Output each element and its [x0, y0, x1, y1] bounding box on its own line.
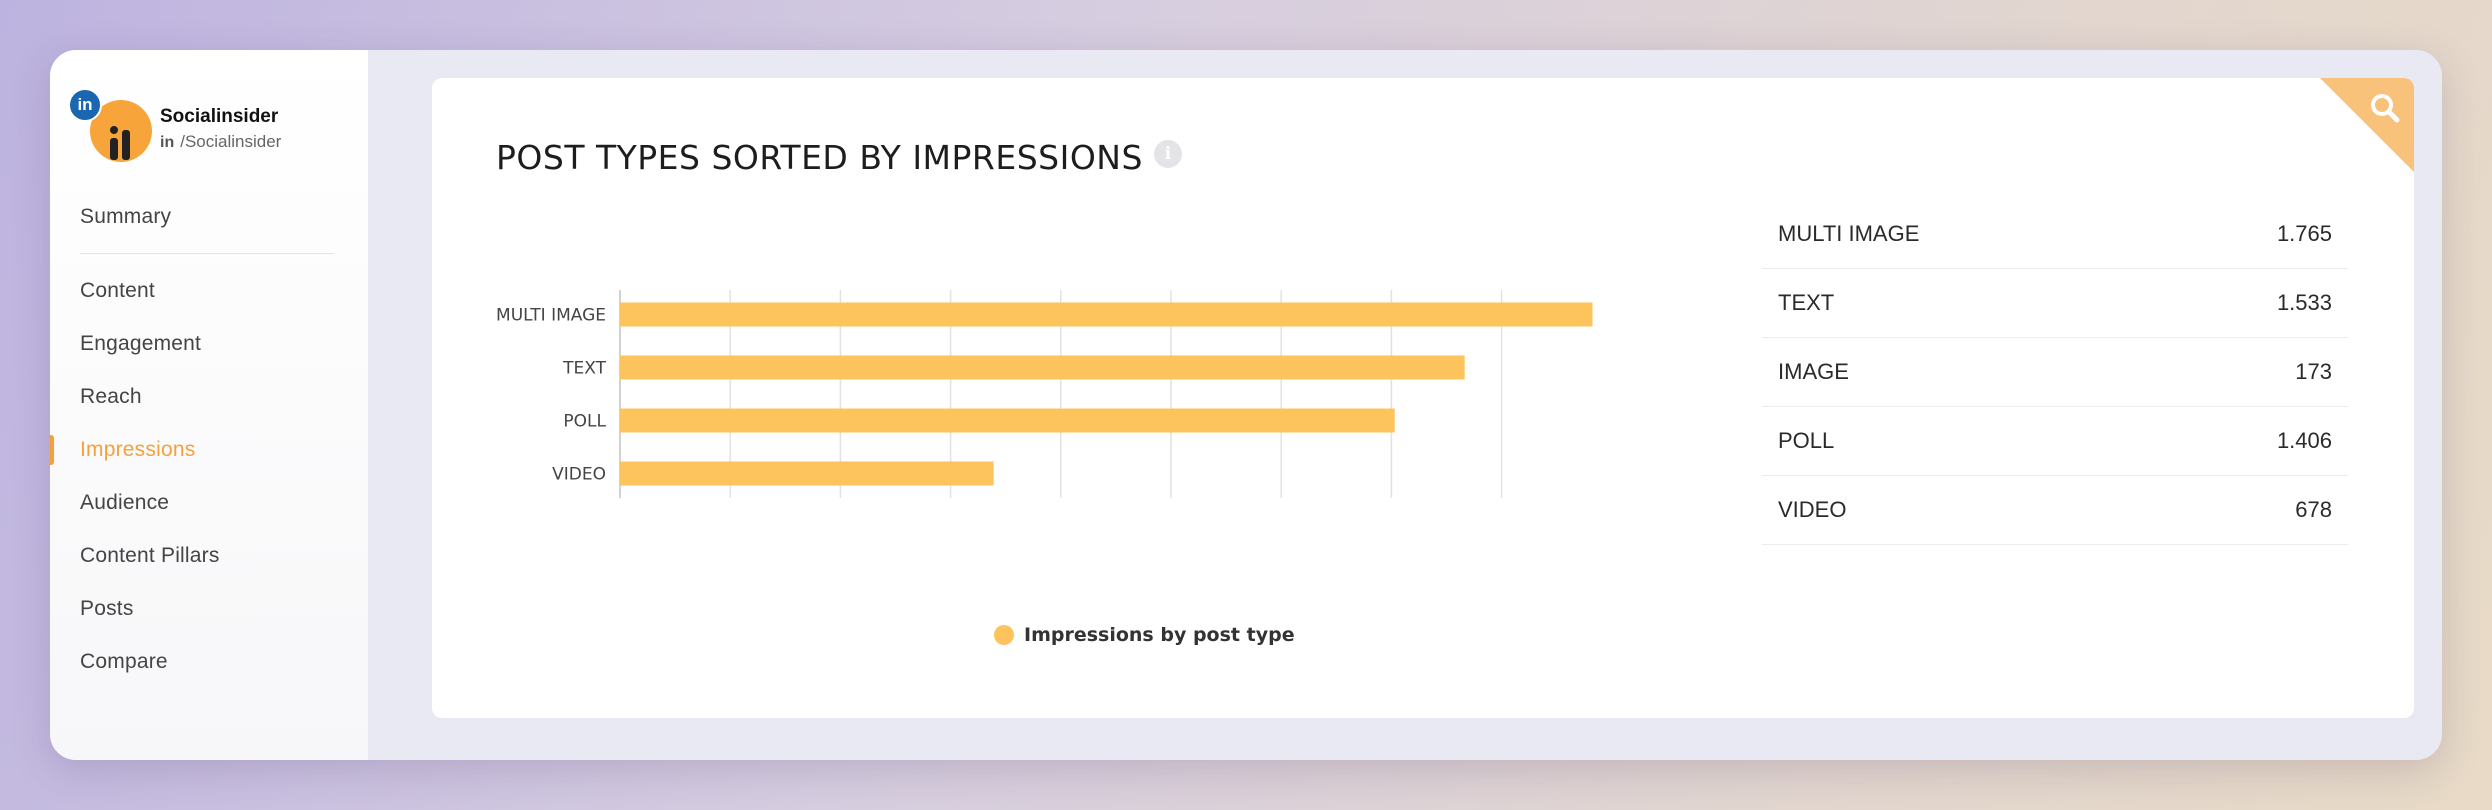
sidebar: in Socialinsider in/Socialinsider Summar…	[50, 50, 368, 760]
bar	[620, 461, 994, 486]
sidebar-item-reach[interactable]: Reach	[80, 385, 142, 408]
legend-dot	[994, 625, 1014, 645]
row-label: TEXT	[1778, 290, 1835, 315]
legend-label: Impressions by post type	[1024, 624, 1295, 646]
chart-legend[interactable]: Impressions by post type	[994, 624, 1295, 646]
chart-svg: MULTI IMAGETEXTPOLLVIDEOIMAGE04008001200…	[496, 290, 1593, 498]
sidebar-item-posts[interactable]: Posts	[80, 597, 134, 620]
account-name: Socialinsider	[160, 106, 279, 127]
nav-divider	[80, 253, 334, 254]
post-type-table: MULTI IMAGE 1.765 TEXT 1.533 IMAGE 173 P…	[1762, 200, 2348, 545]
row-value: 1.765	[2276, 221, 2332, 246]
row-value: 1.406	[2276, 428, 2332, 453]
row-label: POLL	[1778, 428, 1835, 453]
category-label: POLL	[563, 412, 606, 432]
table-row: MULTI IMAGE 1.765	[1762, 200, 2348, 269]
table-row: TEXT 1.533	[1762, 269, 2348, 338]
sidebar-item-content-pillars[interactable]: Content Pillars	[80, 544, 220, 567]
row-label: MULTI IMAGE	[1778, 221, 1920, 246]
row-label: VIDEO	[1778, 497, 1847, 522]
sidebar-item-engagement[interactable]: Engagement	[80, 332, 202, 355]
account-handle-text: /Socialinsider	[180, 132, 282, 151]
sidebar-item-audience[interactable]: Audience	[80, 491, 170, 514]
row-label: IMAGE	[1778, 359, 1849, 384]
linkedin-small-icon: in	[160, 134, 175, 151]
row-value: 173	[2295, 359, 2332, 384]
table-row: IMAGE 173	[1762, 338, 2348, 407]
linkedin-icon: in	[68, 88, 102, 122]
bar	[620, 408, 1395, 433]
impressions-bar-chart: MULTI IMAGETEXTPOLLVIDEOIMAGE04008001200…	[472, 238, 1652, 658]
bar	[620, 355, 1465, 380]
app-window: in Socialinsider in/Socialinsider Summar…	[50, 50, 2442, 760]
search-icon[interactable]	[2366, 90, 2404, 128]
account-handle: in/Socialinsider	[160, 132, 281, 152]
table-row: POLL 1.406	[1762, 407, 2348, 476]
sidebar-item-content[interactable]: Content	[80, 279, 155, 302]
card-title: POST TYPES SORTED BY IMPRESSIONS	[496, 138, 1143, 177]
table-row: VIDEO 678	[1762, 476, 2348, 545]
category-label: TEXT	[562, 359, 606, 379]
row-value: 678	[2295, 497, 2332, 522]
category-label: VIDEO	[552, 465, 606, 485]
category-label: MULTI IMAGE	[496, 306, 606, 326]
profile-header[interactable]: in Socialinsider in/Socialinsider	[60, 68, 360, 162]
sidebar-item-impressions[interactable]: Impressions	[50, 423, 368, 476]
impressions-card: POST TYPES SORTED BY IMPRESSIONS i MULTI…	[432, 78, 2414, 718]
sidebar-item-summary[interactable]: Summary	[80, 205, 172, 228]
info-icon[interactable]: i	[1154, 140, 1182, 168]
corner-ribbon	[2320, 78, 2414, 172]
bar	[620, 302, 1593, 327]
row-value: 1.533	[2276, 290, 2332, 315]
sidebar-item-compare[interactable]: Compare	[80, 650, 168, 673]
sidebar-nav: Summary Content Engagement Reach Impress…	[50, 190, 368, 688]
